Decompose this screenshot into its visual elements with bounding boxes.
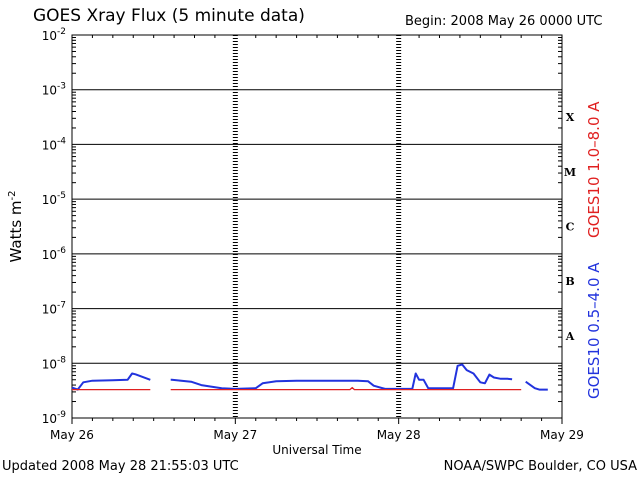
y-tick-label: 10-3 [42,82,66,98]
flare-class-a: A [565,330,575,343]
y-axis-label: Watts m-2 [7,190,25,262]
y-tick-label: 10-2 [42,27,66,43]
x-tick-label: May 28 [377,428,421,442]
x-axis-label: Universal Time [272,443,361,457]
y-tick-label: 10-5 [42,191,66,207]
x-tick-label: May 26 [50,428,94,442]
y-tick-label: 10-9 [42,410,67,426]
updated-timestamp: Updated 2008 May 28 21:55:03 UTC [2,459,239,474]
flare-class-c: C [566,221,575,234]
source-credit: NOAA/SWPC Boulder, CO USA [443,459,637,474]
chart-title: GOES Xray Flux (5 minute data) [33,6,305,26]
y-tick-label: 10-8 [42,355,67,371]
x-tick-label: May 29 [540,428,584,442]
plot-frame [71,34,563,419]
y-tick-label: 10-4 [42,136,67,152]
series-line-long [72,388,548,390]
flare-class-m: M [564,166,576,179]
y-tick-label: 10-6 [42,246,67,262]
legend-entry-long: GOES10 1.0–8.0 A [585,101,603,238]
x-tick-label: May 27 [213,428,257,442]
flare-class-x: X [566,111,575,124]
y-tick-label: 10-7 [42,301,66,317]
flare-class-b: B [565,275,574,288]
begin-time-label: Begin: 2008 May 26 0000 UTC [405,14,603,29]
series-line-short [71,363,548,391]
legend-entry-short: GOES10 0.5–4.0 A [585,262,603,399]
